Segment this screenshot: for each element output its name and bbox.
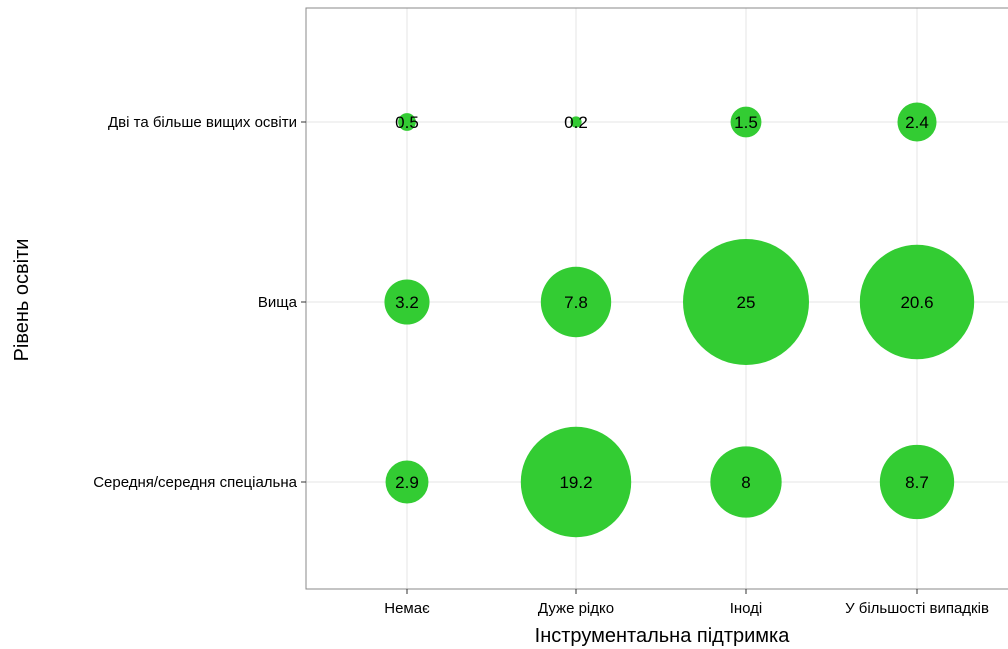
bubble-value-label: 20.6 [900, 293, 933, 312]
x-axis-title: Інструментальна підтримка [535, 625, 791, 647]
y-tick-label: Середня/середня спеціальна [93, 474, 297, 491]
x-tick-label: Дуже рідко [538, 600, 614, 617]
bubble-value-label: 0.2 [564, 113, 588, 132]
x-tick-label: У більшості випадків [845, 600, 989, 617]
bubble-value-label: 3.2 [395, 293, 419, 312]
bubble-value-label: 8.7 [905, 473, 929, 492]
bubble-value-label: 7.8 [564, 293, 588, 312]
bubbles: 0.5 0.2 1.5 2.4 3.2 7.8 25 20.6 2.9 19.2 8 8.7 [384, 102, 974, 537]
bubble-value-label: 2.9 [395, 473, 419, 492]
bubble-value-label: 19.2 [559, 473, 592, 492]
y-axis-ticks: Середня/середня спеціальна Вища Дві та біл… [93, 114, 306, 491]
bubble-value-label: 2.4 [905, 113, 929, 132]
x-tick-label: Немає [384, 600, 430, 617]
y-tick-label: Вища [258, 294, 298, 311]
x-tick-label: Іноді [730, 600, 763, 617]
x-axis-ticks: Немає Дуже рідко Іноді У більшості випадків [384, 589, 989, 617]
bubble-value-label: 25 [737, 293, 756, 312]
bubble-value-label: 8 [741, 473, 750, 492]
y-tick-label: Дві та більше вищих освіти [108, 114, 297, 131]
bubble-value-label: 0.5 [395, 113, 419, 132]
bubble-value-label: 1.5 [734, 113, 758, 132]
y-axis-title: Рівень освіти [11, 239, 33, 362]
